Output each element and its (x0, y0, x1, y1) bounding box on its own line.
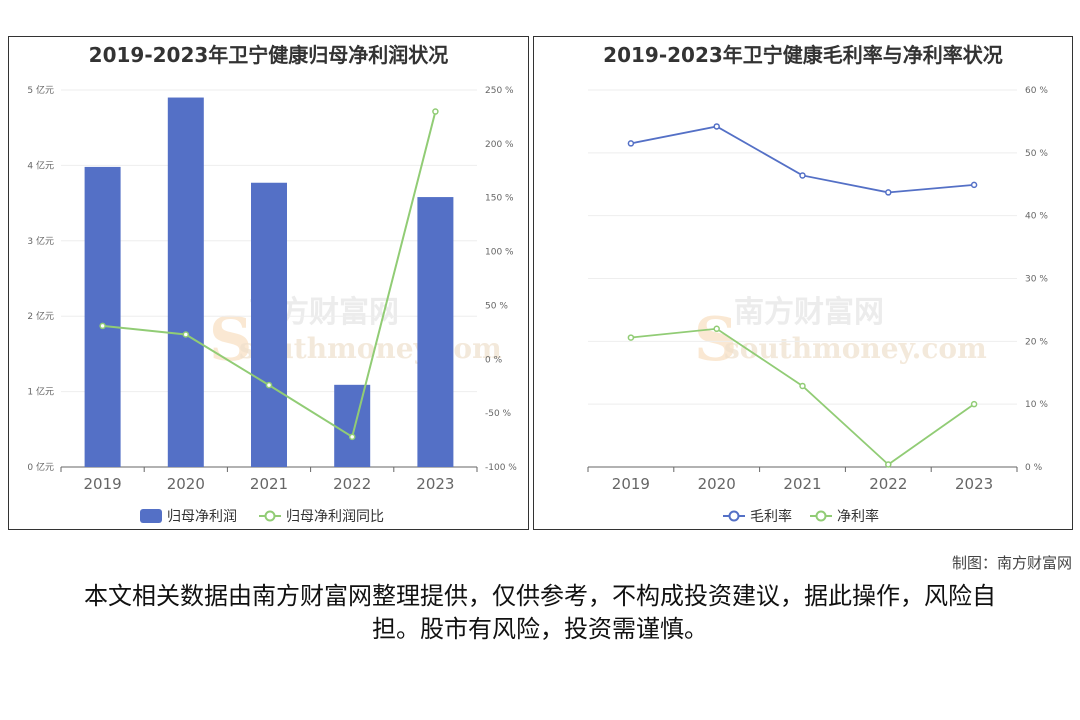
y-right-tick-label: 200 % (485, 140, 514, 150)
point-yoy-growth (99, 322, 106, 330)
line-gross-margin (630, 125, 975, 194)
line-gross-margin-point (713, 123, 720, 130)
point-yoy-growth (432, 108, 439, 115)
y-right-tick-label: 100 % (485, 248, 514, 258)
y-right-tick-label: 30 % (1025, 275, 1048, 285)
bar-net-profit (84, 166, 121, 467)
point-yoy-growth (348, 433, 356, 441)
line-net-margin-point (799, 382, 806, 390)
y-right-tick-label: 0 % (485, 355, 503, 365)
y-left-tick-label: 1 亿元 (27, 386, 54, 398)
disclaimer-text: 本文相关数据由南方财富网整理提供，仅供参考，不构成投资建议，据此操作，风险自担。… (84, 582, 996, 643)
point-yoy-growth (265, 381, 273, 389)
chart-title-net-profit: 2019-2023年卫宁健康归母净利润状况 (88, 43, 449, 67)
y-right-tick-label: 50 % (1025, 149, 1048, 159)
line-gross-margin-point (627, 140, 635, 147)
y-right-tick-label: 10 % (1025, 400, 1048, 410)
watermark-s-mark: S (694, 305, 737, 375)
bar-net-profit (251, 182, 287, 467)
legend-swatch-bar (140, 509, 162, 523)
line-net-margin-point (885, 461, 892, 468)
y-right-tick-label: 40 % (1025, 212, 1048, 222)
x-tick-label: 2019 (612, 475, 650, 493)
y-right-tick-label: 60 % (1025, 86, 1048, 96)
y-right-tick-label: 0 % (1025, 463, 1043, 473)
chart-panel-margins: S 南方财富网 southmoney.com 0 % 10 % 20 % 30 % 40 % 5… (533, 36, 1073, 530)
y-right-tick-label: 20 % (1025, 337, 1048, 347)
y-right-tick-label: 250 % (485, 86, 514, 96)
y-left-tick-label: 0 亿元 (27, 461, 54, 473)
x-tick-label: 2021 (783, 475, 821, 493)
x-tick-label: 2021 (250, 475, 288, 493)
y-right-tick-label: 50 % (485, 301, 508, 311)
y-left-tick-label: 3 亿元 (27, 235, 54, 247)
bar-net-profit (334, 384, 371, 467)
line-gross-margin-point (970, 181, 978, 189)
line-net-margin-point (627, 334, 635, 341)
legend-swatch-marker (264, 510, 276, 522)
chart-panel-net-profit: S 南方财富网 southmoney.com 0 亿元 1 亿元 2 亿元 3 亿元 4 亿元… (8, 36, 529, 530)
chart-credit: 制图：南方财富网 (951, 554, 1072, 572)
y-right-tick-label: -100 % (485, 463, 517, 473)
x-tick-label: 2023 (416, 475, 454, 493)
x-tick-label: 2022 (333, 475, 371, 493)
legend-swatch-marker (728, 510, 740, 522)
line-gross-margin-point (885, 189, 892, 196)
line-net-margin-point (713, 325, 720, 333)
point-yoy-growth (182, 331, 190, 338)
line-gross-margin-point (799, 172, 806, 179)
legend-label-line: 归母净利润同比 (286, 508, 384, 525)
line-net-margin-point (970, 400, 978, 408)
x-tick-label: 2019 (84, 475, 122, 493)
chart-title-margins: 2019-2023年卫宁健康毛利率与净利率状况 (603, 43, 1003, 67)
bar-net-profit (167, 97, 204, 467)
x-tick-label: 2020 (698, 475, 736, 493)
y-left-tick-label: 4 亿元 (27, 159, 54, 171)
legend-label: 净利率 (837, 508, 879, 525)
y-left-tick-label: 2 亿元 (27, 310, 54, 322)
legend-swatch-marker (815, 510, 827, 522)
x-tick-label: 2023 (955, 475, 993, 493)
bar-net-profit (417, 197, 454, 467)
legend-label-bar: 归母净利润 (167, 508, 237, 525)
watermark-en-text: southmoney.com (724, 332, 987, 365)
y-right-tick-label: 150 % (485, 194, 514, 204)
x-tick-label: 2020 (167, 475, 205, 493)
y-left-tick-label: 5 亿元 (27, 84, 54, 96)
x-tick-label: 2022 (869, 475, 907, 493)
y-right-tick-label: -50 % (485, 409, 512, 419)
watermark-cn-text: 南方财富网 (734, 295, 884, 330)
legend-label: 毛利率 (750, 508, 792, 525)
